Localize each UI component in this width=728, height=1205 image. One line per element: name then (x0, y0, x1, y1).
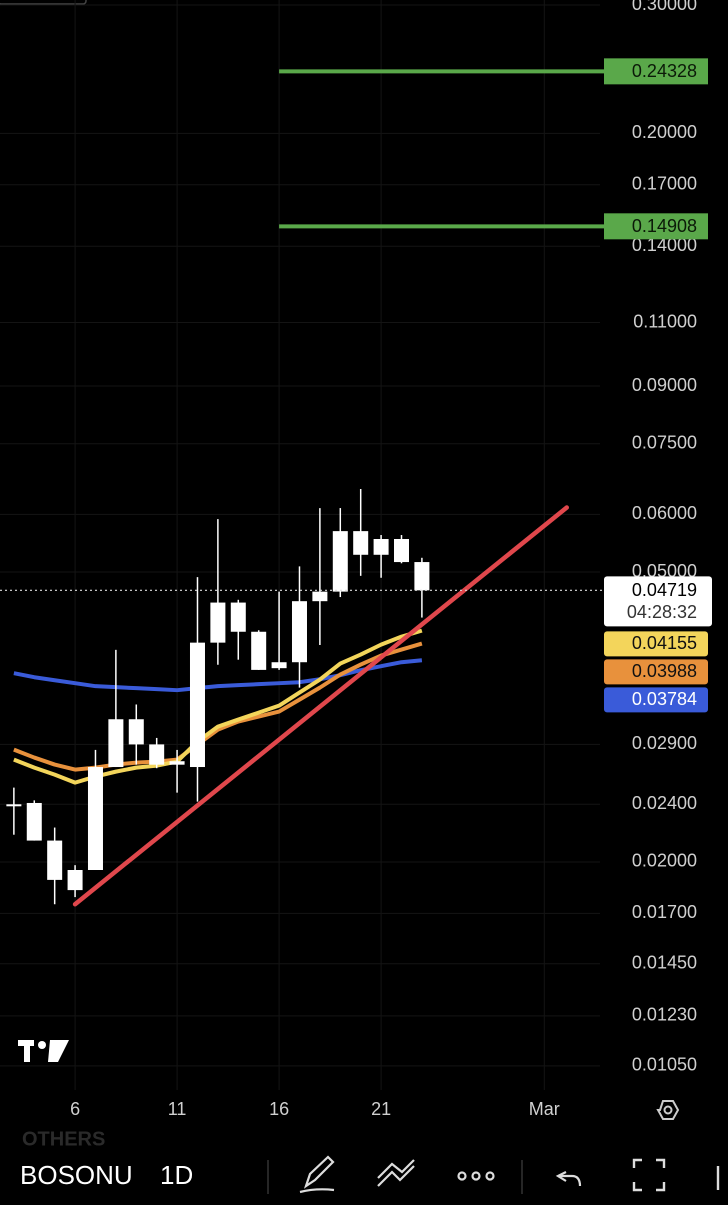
candle-body (189, 642, 205, 768)
y-tick-label: 0.01700 (632, 902, 697, 922)
y-tick-label: 0.20000 (632, 122, 697, 142)
y-tick-label: 0.07500 (632, 432, 697, 452)
moving-average-line (13, 658, 423, 693)
x-tick-label: 21 (371, 1099, 391, 1119)
candle-body (414, 562, 430, 591)
ma-label: 0.03784 (632, 689, 697, 709)
trend-icon[interactable] (377, 1159, 415, 1187)
level-label: 0.14908 (632, 216, 697, 236)
candle-body (373, 539, 389, 555)
y-tick-label: 0.11000 (633, 311, 697, 331)
y-tick-label: 0.30000 (632, 0, 697, 14)
moving-average-line (13, 641, 423, 772)
candle-body (291, 601, 307, 663)
axis-labels: 0.30000 0.20000 0.17000 0.14000 0.11000 0.090… (70, 0, 712, 1119)
y-tick-label: 0.01050 (632, 1055, 697, 1075)
x-tick-label: 16 (269, 1099, 289, 1119)
x-tick-label: Mar (529, 1099, 560, 1119)
ma-label-box (604, 631, 708, 657)
y-tick-label: 0.05000 (632, 561, 697, 581)
x-tick-label: 6 (70, 1099, 80, 1119)
y-tick-label: 0.02000 (632, 851, 697, 871)
symbol[interactable]: BOSONU (20, 1160, 133, 1190)
y-tick-label: 0.02400 (632, 793, 697, 813)
ma-label: 0.03988 (632, 661, 697, 681)
ma-label-box (604, 687, 708, 713)
candle-body (169, 761, 185, 765)
more-icon[interactable] (457, 1171, 495, 1181)
candle-body (251, 631, 267, 670)
candle-body (128, 719, 144, 745)
moving-average-line (13, 628, 423, 785)
candle-body (210, 602, 226, 643)
y-tick-label: 0.09000 (632, 375, 697, 395)
candle-body (108, 719, 124, 768)
x-tick-label: 11 (168, 1099, 187, 1119)
watermark: OTHERS (22, 1128, 105, 1150)
ma-label-box (604, 659, 708, 685)
candle-body (87, 767, 103, 871)
fullscreen-icon[interactable] (632, 1158, 666, 1192)
y-tick-label: 0.01230 (632, 1005, 697, 1025)
settings-icon[interactable] (656, 1100, 680, 1120)
plot (0, 69, 604, 907)
candle-body (230, 602, 246, 632)
interval[interactable]: 1D (160, 1160, 193, 1190)
top-control[interactable] (0, 0, 87, 5)
candle-body (332, 531, 348, 592)
candle-body (312, 591, 328, 602)
candle-body (393, 539, 409, 563)
candle-body (47, 840, 63, 880)
level-label-box (604, 213, 708, 240)
y-tick-label: 0.14000 (632, 235, 697, 255)
y-tick-label: 0.01450 (632, 953, 697, 973)
trendline (72, 505, 569, 907)
candle-body (149, 744, 165, 765)
last-price-label: 0.04719 (632, 580, 697, 600)
y-tick-label: 0.02900 (632, 733, 697, 753)
tv-logo (18, 1040, 69, 1062)
y-tick-label: 0.06000 (632, 503, 697, 523)
candle-body (67, 870, 83, 891)
draw-icon[interactable] (299, 1155, 335, 1194)
candle-body (26, 802, 42, 841)
candle-body (6, 804, 22, 807)
undo-icon[interactable] (555, 1171, 582, 1187)
last-price-box (604, 576, 712, 627)
candle-body (353, 531, 369, 555)
ma-label: 0.04155 (632, 633, 697, 653)
y-tick-label: 0.17000 (632, 174, 697, 194)
countdown-label: 04:28:32 (627, 602, 697, 622)
candle-body (271, 662, 287, 669)
level-label: 0.24328 (632, 61, 697, 81)
level-label-box (604, 58, 708, 85)
